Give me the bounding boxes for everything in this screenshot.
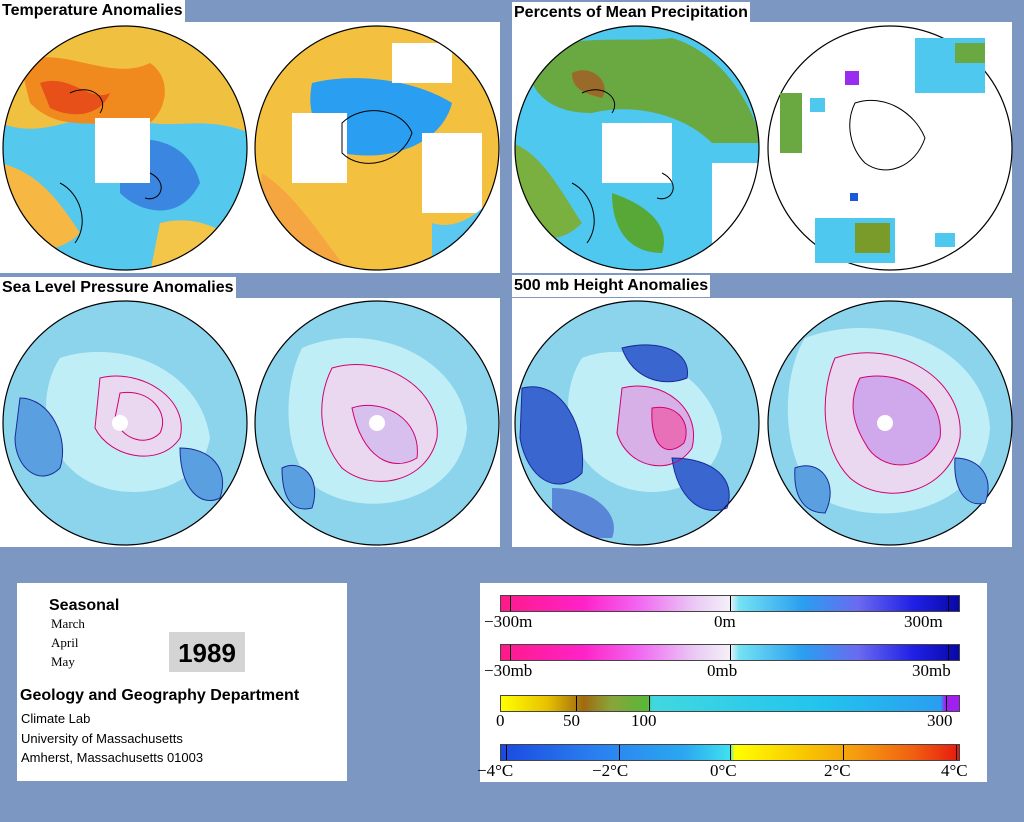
university-line: University of Massachusetts bbox=[21, 731, 183, 746]
height-min-label: −300m bbox=[484, 612, 533, 631]
department-label: Geology and Geography Department bbox=[20, 687, 300, 704]
temp-0-label: 0°C bbox=[710, 761, 737, 780]
height-500mb-sh-globe bbox=[767, 300, 1013, 546]
precipitation-sh-globe bbox=[767, 25, 1013, 271]
precipitation-title: Percents of Mean Precipitation bbox=[512, 2, 750, 24]
precip-100-label: 100 bbox=[631, 711, 657, 730]
temp-minus4-label: −4°C bbox=[477, 761, 514, 780]
sea-level-pressure-title: Sea Level Pressure Anomalies bbox=[0, 277, 236, 299]
height-color-bar bbox=[500, 595, 960, 612]
temperature-sh-globe bbox=[254, 25, 500, 271]
month-may: May bbox=[51, 654, 75, 669]
height-500mb-nh-globe bbox=[514, 300, 760, 546]
precip-50-label: 50 bbox=[563, 711, 580, 730]
sea-level-pressure-sh-globe bbox=[254, 300, 500, 546]
precipitation-color-bar bbox=[500, 695, 960, 712]
temperature-title: Temperature Anomalies bbox=[0, 0, 185, 22]
info-box: Seasonal March April May 1989 Geology an… bbox=[17, 583, 347, 781]
address-line: Amherst, Massachusetts 01003 bbox=[21, 750, 204, 765]
lab-line: Climate Lab bbox=[21, 711, 91, 726]
color-legend: −300m 0m 300m −30mb 0mb 30mb 0 50 100 30… bbox=[477, 583, 987, 782]
pressure-color-bar bbox=[500, 644, 960, 661]
seasonal-label: Seasonal bbox=[49, 597, 120, 614]
year-label: 1989 bbox=[169, 632, 245, 672]
height-mid-label: 0m bbox=[714, 612, 736, 631]
height-500mb-title: 500 mb Height Anomalies bbox=[512, 275, 711, 297]
pressure-max-label: 30mb bbox=[912, 661, 951, 680]
temperature-color-bar bbox=[500, 744, 960, 761]
precip-300-label: 300 bbox=[927, 711, 953, 730]
temp-4-label: 4°C bbox=[941, 761, 968, 780]
temp-minus2-label: −2°C bbox=[592, 761, 629, 780]
pressure-min-label: −30mb bbox=[484, 661, 533, 680]
sea-level-pressure-nh-globe bbox=[2, 300, 248, 546]
month-march: March bbox=[51, 616, 85, 631]
pressure-mid-label: 0mb bbox=[707, 661, 738, 680]
precip-0-label: 0 bbox=[496, 711, 505, 730]
temperature-nh-globe bbox=[2, 25, 248, 271]
height-max-label: 300m bbox=[904, 612, 943, 631]
temp-2-label: 2°C bbox=[824, 761, 851, 780]
month-april: April bbox=[51, 635, 79, 650]
precipitation-nh-globe bbox=[514, 25, 760, 271]
